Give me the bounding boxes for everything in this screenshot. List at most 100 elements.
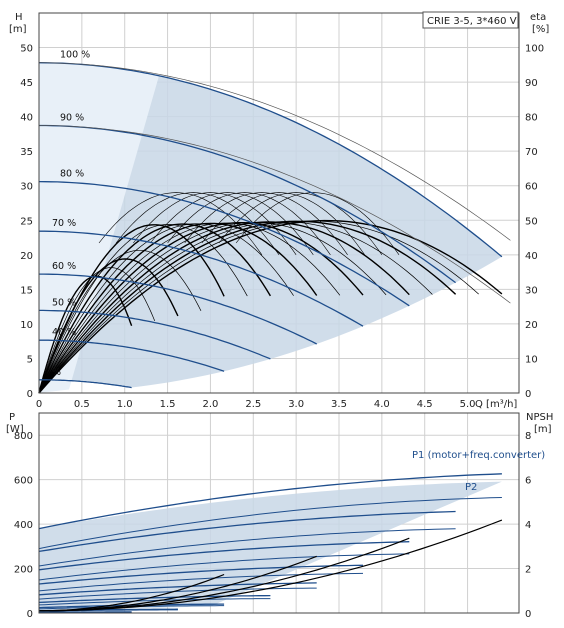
head-axis-unit: [m]: [9, 24, 27, 35]
eta-peak-arc: [115, 192, 280, 255]
flow-tick-label: 0.5: [74, 399, 90, 410]
eta-axis-unit: [%]: [532, 24, 549, 35]
p1-curve: [38, 510, 456, 553]
eta-curve: [38, 222, 341, 394]
flow-tick-label: 1.0: [117, 399, 133, 410]
eta-peak-arc: [150, 192, 314, 255]
speed-label: 70 %: [52, 218, 76, 229]
head-tick-label: 20: [20, 251, 33, 262]
eta-tick-label: 90: [525, 78, 538, 89]
power-tick-labels: 0 200 400 600 800 0 2 4 6 8: [14, 431, 531, 620]
flow-tick-label: 5.0: [460, 399, 476, 410]
npsh-tick-label: 4: [525, 520, 531, 531]
chart-title-box: [422, 11, 519, 29]
head-curves: [38, 62, 511, 389]
head-plot-frame: [38, 12, 520, 394]
head-tick-label: 50: [20, 44, 33, 55]
power-plot-frame: [38, 412, 520, 614]
eta-curve: [38, 267, 156, 394]
eta-tick-label: 30: [525, 285, 538, 296]
head-max-line: [38, 125, 511, 304]
speed-labels: 100 % 90 % 80 % 70 % 60 % 50 % 40 %%: [52, 50, 90, 378]
flow-tick-label: 3.0: [288, 399, 304, 410]
eta-tick-label: 0: [525, 389, 531, 400]
power-tick-label: 800: [14, 431, 33, 442]
power-tick-label: 600: [14, 476, 33, 487]
head-max-line: [38, 62, 511, 241]
head-curve: [39, 273, 318, 345]
npsh-tick-label: 6: [525, 476, 531, 487]
npsh-curves: [38, 519, 503, 612]
head-tick-label: 5: [27, 354, 33, 365]
eta-axis-label: eta: [530, 12, 546, 23]
flow-tick-label: 2.5: [245, 399, 261, 410]
speed-label: 40 %: [52, 327, 76, 338]
npsh-axis-unit: [m]: [534, 424, 552, 435]
npsh-axis-label: NPSH: [526, 412, 553, 423]
head-tick-label: 25: [20, 216, 33, 227]
speed-label: 60 %: [52, 261, 76, 272]
npsh-tick-label: 0: [525, 609, 531, 620]
flow-tick-label: 2.0: [202, 399, 218, 410]
npsh-curve: [38, 537, 410, 612]
flow-tick-label: 3.5: [331, 399, 347, 410]
eta-curve: [38, 223, 294, 394]
p2-curve: [38, 528, 456, 567]
eta-curve: [38, 223, 271, 394]
chart-title: CRIE 3-5, 3*460 V: [427, 16, 517, 27]
speed-label: 90 %: [60, 112, 84, 123]
power-operating-area: [39, 481, 502, 611]
head-tick-label: 10: [20, 320, 33, 331]
head-tick-label: 0: [27, 389, 33, 400]
npsh-curve: [39, 573, 225, 612]
head-tick-label: 30: [20, 182, 33, 193]
head-curve: [38, 62, 503, 258]
head-area-light: [39, 62, 159, 393]
head-curve: [39, 339, 225, 372]
eta-peak-arc: [184, 192, 348, 255]
speed-label: %: [52, 367, 61, 378]
power-npsh-panel: 0 200 400 600 800 0 2 4 6 8 P [W] NPSH [m] P1 (mo…: [6, 412, 553, 620]
npsh-tick-label: 2: [525, 565, 531, 576]
flow-tick-label: 0: [36, 399, 42, 410]
eta-tick-label: 10: [525, 354, 538, 365]
eta-tick-label: 50: [525, 216, 538, 227]
p2-curve: [38, 572, 364, 592]
power-axis-unit: [W]: [6, 424, 24, 435]
power-tick-label: 0: [27, 609, 33, 620]
eta-peak-arc: [133, 192, 297, 255]
head-curve: [39, 379, 132, 389]
p1-series-label: P1 (motor+freq.converter): [412, 450, 545, 461]
eta-tick-label: 80: [525, 113, 538, 124]
p2-curve: [38, 553, 410, 581]
eta-curve: [38, 249, 202, 394]
eta-tick-label: 60: [525, 182, 538, 193]
head-tick-label: 40: [20, 113, 33, 124]
head-axis-label: H: [15, 12, 23, 23]
p1-curve: [38, 594, 271, 604]
flow-axis-label: Q [m³/h]: [475, 399, 517, 410]
speed-label: 80 %: [60, 169, 84, 180]
head-tick-label: 45: [20, 78, 33, 89]
head-curve: [39, 230, 364, 327]
p2-curve: [38, 598, 271, 606]
p2-series-label: P2: [465, 482, 477, 493]
eta-peak-arc: [218, 192, 383, 255]
flow-tick-label: 4.0: [374, 399, 390, 410]
speed-label: 100 %: [60, 50, 90, 61]
flow-tick-label: 1.5: [160, 399, 176, 410]
npsh-tick-label: 8: [525, 431, 531, 442]
p1-curve: [38, 473, 502, 530]
npsh-curve: [38, 555, 317, 612]
eta-peak-arc: [235, 192, 400, 255]
eta-curve: [38, 258, 179, 394]
eta-tick-label: 100: [525, 44, 544, 55]
head-tick-label: 15: [20, 285, 33, 296]
speed-label: 50 %: [52, 297, 76, 308]
power-tick-label: 200: [14, 565, 33, 576]
head-curve: [38, 180, 410, 307]
head-curve: [39, 124, 456, 284]
power-area-shade: [39, 481, 502, 611]
eta-tick-label: 20: [525, 320, 538, 331]
